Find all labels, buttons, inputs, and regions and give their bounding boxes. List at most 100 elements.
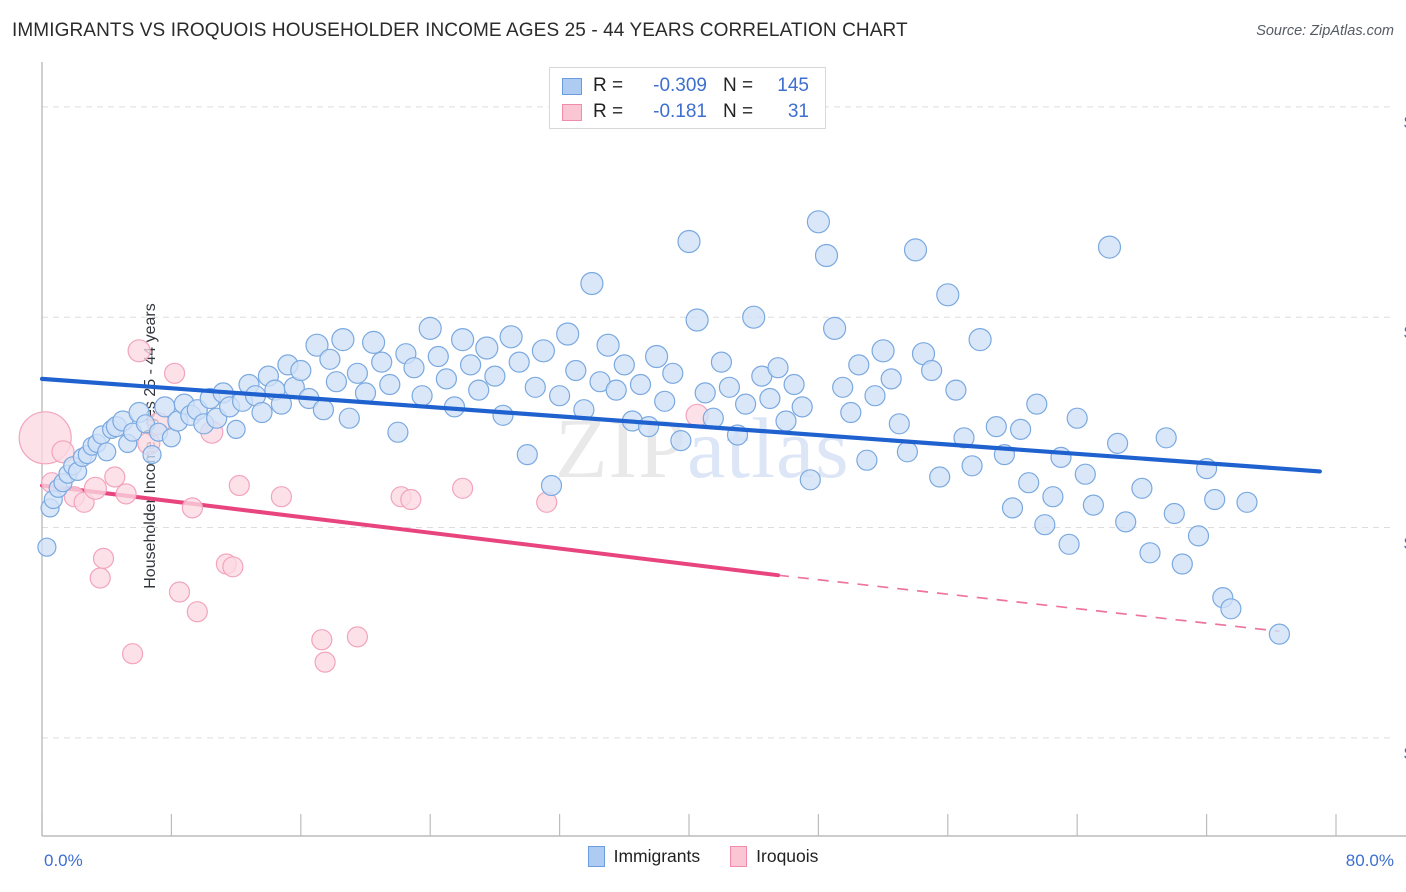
- legend-swatch-immigrants: [587, 846, 605, 867]
- legend-swatch-iroquois: [730, 846, 748, 867]
- page-title: IMMIGRANTS VS IROQUOIS HOUSEHOLDER INCOM…: [12, 20, 908, 41]
- immigrants-point: [325, 371, 347, 393]
- immigrants-point: [499, 325, 523, 349]
- stats-swatch-immigrants: [562, 77, 582, 95]
- immigrants-point: [331, 328, 355, 352]
- immigrants-point: [1155, 427, 1177, 449]
- immigrants-point: [403, 357, 425, 379]
- stats-r-label-iroquois: R =: [593, 101, 624, 122]
- immigrants-point: [1009, 418, 1032, 440]
- immigrants-point: [806, 210, 831, 234]
- immigrants-point: [936, 283, 960, 307]
- iroquois-point: [346, 626, 368, 648]
- immigrants-point: [460, 354, 482, 376]
- immigrants-point: [1204, 488, 1226, 511]
- immigrants-point: [1236, 491, 1258, 513]
- stats-row-immigrants: R = -0.309 N = 145: [562, 73, 813, 99]
- immigrants-point: [1131, 477, 1153, 499]
- x-axis-max-label: 80.0%: [1345, 851, 1394, 870]
- immigrants-point: [677, 229, 701, 254]
- immigrants-point: [338, 407, 360, 429]
- iroquois-point: [222, 556, 244, 578]
- immigrants-point: [662, 362, 684, 384]
- immigrants-point: [783, 373, 805, 396]
- immigrants-point: [565, 359, 587, 382]
- immigrants-point: [556, 322, 580, 346]
- immigrants-point: [97, 442, 117, 462]
- legend-label-immigrants: Immigrants: [613, 846, 701, 866]
- immigrants-point: [920, 359, 943, 382]
- immigrants-point: [799, 469, 821, 491]
- iroquois-point: [115, 483, 137, 505]
- immigrants-point: [1034, 514, 1056, 536]
- immigrants-point: [508, 351, 530, 373]
- immigrants-point: [903, 238, 928, 262]
- stats-n-value-immigrants: 145: [777, 75, 809, 96]
- immigrants-point: [742, 305, 766, 329]
- immigrants-point: [637, 416, 660, 438]
- iroquois-point: [452, 477, 474, 499]
- immigrants-point: [1163, 502, 1185, 525]
- immigrants-point: [832, 376, 854, 398]
- immigrants-point: [613, 354, 635, 376]
- immigrants-point: [1139, 542, 1161, 564]
- immigrants-point: [540, 474, 563, 497]
- y-tick-label-37500: $37,500: [1404, 744, 1406, 764]
- iroquois-point: [186, 601, 208, 623]
- immigrants-point: [312, 399, 334, 421]
- immigrants-point: [484, 365, 506, 387]
- immigrants-point: [767, 357, 789, 379]
- immigrants-point: [1187, 525, 1210, 547]
- immigrants-point: [759, 387, 781, 410]
- y-tick-label-112500: $112,500: [1404, 323, 1406, 343]
- immigrants-point: [1097, 235, 1122, 259]
- immigrants-point: [1018, 472, 1040, 494]
- immigrants-point: [346, 362, 368, 384]
- legend-item-iroquois[interactable]: Iroquois: [730, 846, 818, 867]
- iroquois-point: [270, 486, 292, 508]
- stats-n-label-iroquois: N =: [723, 101, 754, 122]
- iroquois-point: [164, 362, 186, 384]
- immigrants-point: [475, 336, 499, 360]
- immigrants-point: [548, 385, 571, 407]
- source-attribution: Source: ZipAtlas.com: [1256, 23, 1394, 39]
- immigrants-point: [775, 410, 797, 432]
- immigrants-point: [531, 339, 556, 363]
- immigrants-point: [580, 271, 604, 296]
- iroquois-point: [122, 643, 144, 665]
- immigrants-point: [953, 427, 975, 449]
- immigrants-point: [929, 466, 951, 488]
- x-axis-min-label: 0.0%: [44, 851, 83, 870]
- immigrants-point: [985, 416, 1007, 438]
- x-axis-ticks: [41, 814, 1337, 836]
- immigrants-point: [596, 333, 620, 357]
- immigrants-point: [362, 330, 386, 354]
- immigrants-point: [888, 413, 910, 435]
- immigrants-point: [1220, 598, 1242, 620]
- immigrants-point: [1026, 393, 1048, 415]
- iroquois-point: [314, 651, 336, 673]
- stats-swatch-iroquois: [562, 103, 582, 121]
- immigrants-point: [418, 316, 442, 340]
- immigrants-point: [864, 385, 886, 407]
- immigrants-point: [251, 401, 273, 424]
- immigrants-point: [694, 382, 716, 404]
- immigrants-point: [871, 339, 895, 363]
- immigrants-point: [1001, 497, 1024, 519]
- immigrants-point: [492, 404, 514, 426]
- stats-n-value-iroquois: 31: [787, 101, 809, 122]
- immigrants-point: [718, 376, 741, 398]
- stats-r-value-immigrants: -0.309: [653, 75, 707, 96]
- immigrants-point: [142, 445, 162, 465]
- immigrants-point: [1106, 432, 1129, 454]
- immigrants-point: [945, 379, 967, 401]
- trendline-iroquois-extrapolated: [777, 574, 1280, 633]
- immigrants-point: [1074, 463, 1096, 485]
- iroquois-point: [168, 581, 191, 603]
- immigrants-point: [1042, 486, 1064, 508]
- stats-row-iroquois: R = -0.181 N = 31: [562, 99, 813, 125]
- legend-item-immigrants[interactable]: Immigrants: [587, 846, 701, 867]
- immigrants-point: [1268, 623, 1291, 645]
- immigrants-point: [734, 393, 757, 415]
- immigrants-point: [1082, 494, 1105, 516]
